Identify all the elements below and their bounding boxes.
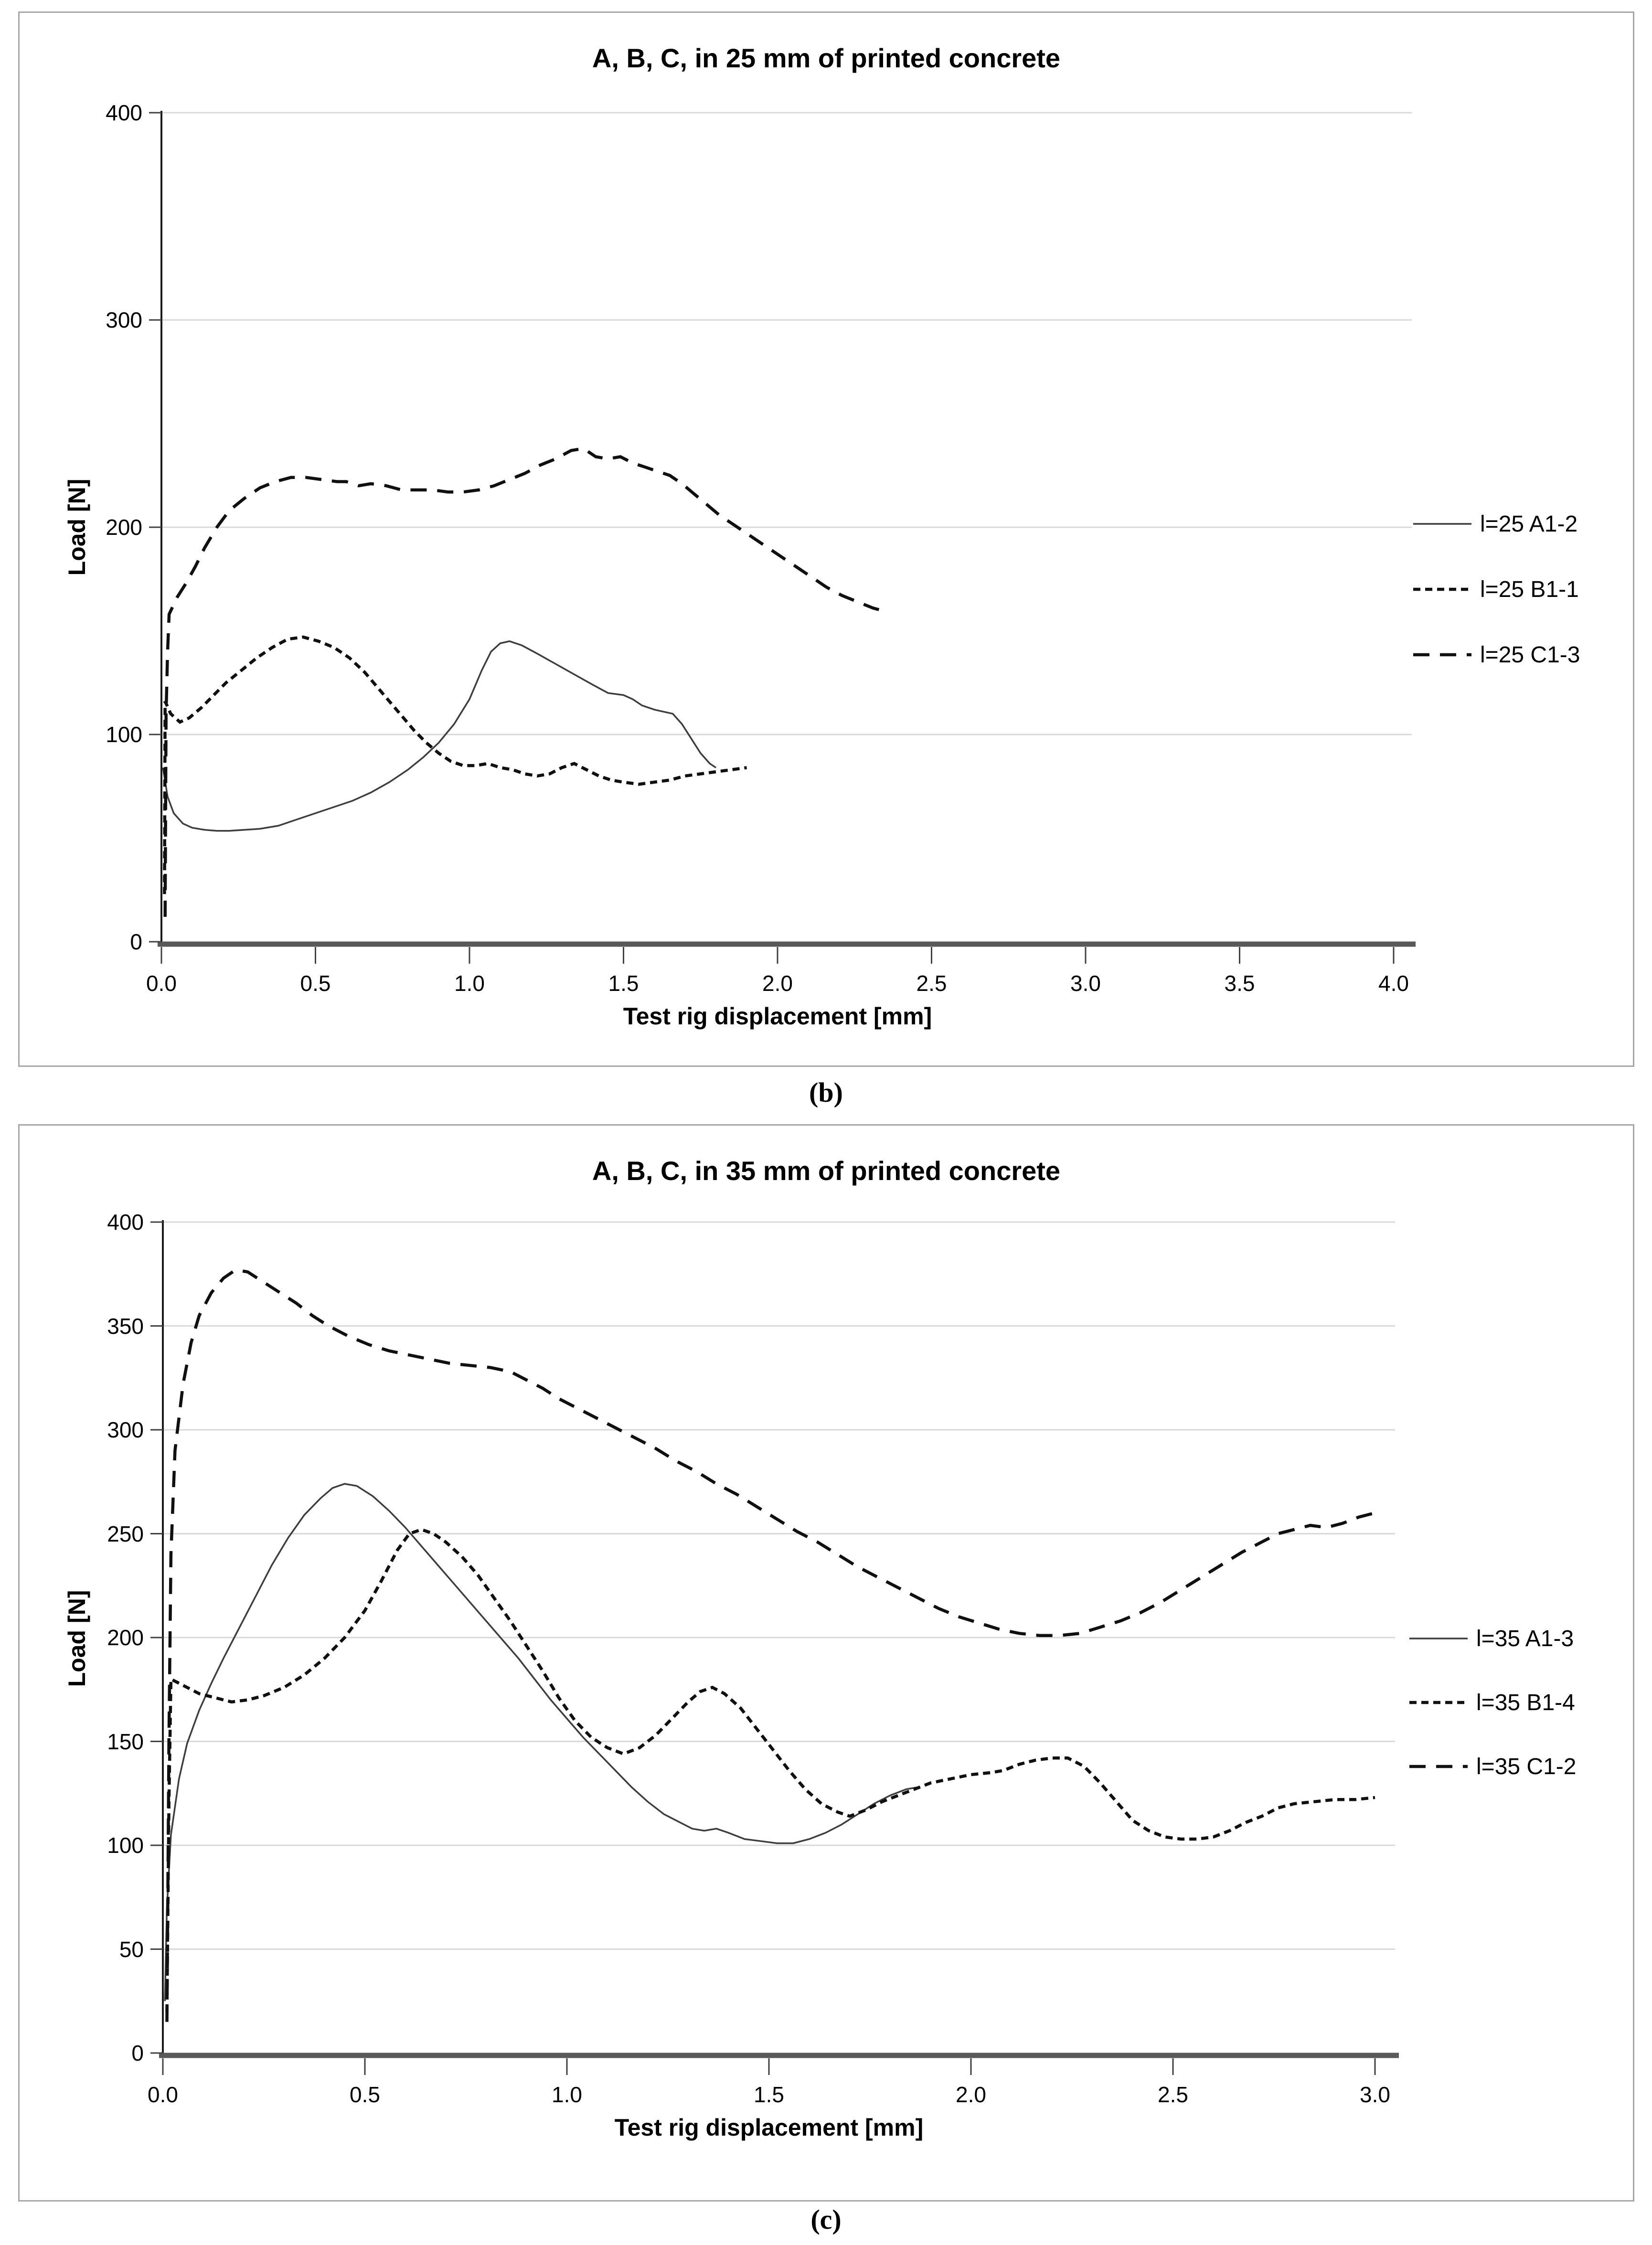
series-l-25-c1-3 bbox=[163, 447, 889, 917]
x-tick-label: 0.0 bbox=[148, 2082, 178, 2107]
legend-line-sample bbox=[1409, 1638, 1468, 1639]
x-tick-label: 4.0 bbox=[1378, 971, 1409, 996]
y-tick-label: 200 bbox=[106, 515, 142, 540]
x-tick-label: 2.5 bbox=[1158, 2082, 1188, 2107]
y-tick-label: 250 bbox=[107, 1521, 144, 1546]
x-tick-label: 1.5 bbox=[608, 971, 639, 996]
legend-line-sample bbox=[1413, 587, 1471, 591]
y-tick-label: 350 bbox=[107, 1313, 144, 1339]
x-tick-label: 2.0 bbox=[956, 2082, 986, 2107]
y-tick-label: 0 bbox=[130, 929, 142, 954]
x-tick-label: 0.0 bbox=[146, 971, 177, 996]
panel-label-b: (b) bbox=[809, 1077, 843, 1108]
x-tick-label: 2.5 bbox=[916, 971, 947, 996]
legend-line-sample bbox=[1409, 1701, 1468, 1704]
chart-title-c: A, B, C, in 35 mm of printed concrete bbox=[592, 1156, 1061, 1186]
x-tick-label: 3.5 bbox=[1224, 971, 1255, 996]
y-tick-label: 300 bbox=[106, 308, 142, 332]
x-tick-label: 2.0 bbox=[762, 971, 793, 996]
x-tick-label: 3.0 bbox=[1360, 2082, 1390, 2107]
legend-label: l=35 C1-2 bbox=[1476, 1754, 1577, 1779]
chart-plot-c bbox=[150, 1220, 1399, 2075]
legend-line-sample bbox=[1409, 1765, 1468, 1768]
y-tick-label: 400 bbox=[107, 1210, 144, 1234]
y-tick-label: 200 bbox=[107, 1625, 144, 1650]
y-tick-label: 100 bbox=[107, 1833, 144, 1858]
x-axis-title-b: Test rig displacement [mm] bbox=[623, 1003, 932, 1030]
x-tick-label: 0.5 bbox=[350, 2082, 380, 2107]
panel-label-c: (c) bbox=[810, 2204, 842, 2235]
legend-entry: l=35 A1-3 bbox=[1409, 1623, 1574, 1654]
legend-label: l=35 A1-3 bbox=[1476, 1626, 1574, 1651]
y-tick-label: 100 bbox=[106, 722, 142, 747]
chart-panel-c: A, B, C, in 35 mm of printed concrete Te… bbox=[18, 1124, 1634, 2202]
series-l-35-c1-2 bbox=[165, 1268, 1375, 2022]
x-tick-label: 0.5 bbox=[300, 971, 331, 996]
legend-label: l=35 B1-4 bbox=[1476, 1690, 1575, 1715]
x-tick-label: 1.5 bbox=[754, 2082, 784, 2107]
y-tick-label: 400 bbox=[106, 100, 142, 125]
y-tick-label: 50 bbox=[119, 1936, 144, 1962]
legend-line-sample bbox=[1413, 653, 1471, 657]
chart-plot-b bbox=[149, 111, 1416, 964]
x-axis-title-c: Test rig displacement [mm] bbox=[614, 2114, 924, 2141]
x-tick-label: 3.0 bbox=[1070, 971, 1101, 996]
x-tick-label: 1.0 bbox=[552, 2082, 582, 2107]
chart-title-b: A, B, C, in 25 mm of printed concrete bbox=[592, 43, 1061, 73]
series-l-25-b1-1 bbox=[163, 635, 747, 894]
y-tick-label: 300 bbox=[107, 1417, 144, 1442]
chart-panel-b: A, B, C, in 25 mm of printed concrete Te… bbox=[18, 11, 1634, 1067]
legend-label: l=25 B1-1 bbox=[1480, 576, 1579, 602]
legend-entry: l=25 B1-1 bbox=[1413, 574, 1579, 605]
legend-entry: l=25 C1-3 bbox=[1413, 639, 1580, 670]
legend-entry: l=25 A1-2 bbox=[1413, 509, 1577, 539]
y-tick-label: 150 bbox=[107, 1729, 144, 1754]
series-l-35-b1-4 bbox=[165, 1528, 1375, 2012]
legend-line-sample bbox=[1413, 523, 1471, 525]
legend-label: l=25 C1-3 bbox=[1480, 642, 1580, 668]
legend-label: l=25 A1-2 bbox=[1480, 511, 1578, 537]
x-tick-label: 1.0 bbox=[454, 971, 485, 996]
series-l-25-a1-2 bbox=[162, 640, 716, 832]
y-tick-label: 0 bbox=[131, 2041, 144, 2065]
series-l-35-a1-3 bbox=[164, 1483, 919, 2001]
legend-entry: l=35 C1-2 bbox=[1409, 1751, 1576, 1782]
legend-entry: l=35 B1-4 bbox=[1409, 1687, 1575, 1718]
